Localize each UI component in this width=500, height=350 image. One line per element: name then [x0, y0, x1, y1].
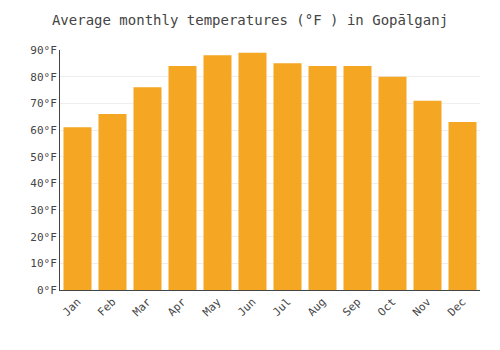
svg-text:0°F: 0°F [37, 284, 57, 297]
svg-text:60°F: 60°F [30, 124, 57, 137]
svg-text:Jun: Jun [235, 296, 258, 319]
svg-text:Feb: Feb [95, 296, 118, 319]
svg-text:80°F: 80°F [30, 71, 57, 84]
svg-text:10°F: 10°F [30, 257, 57, 270]
svg-text:Dec: Dec [445, 296, 468, 319]
svg-text:Oct: Oct [375, 296, 398, 319]
svg-text:30°F: 30°F [30, 204, 57, 217]
svg-text:40°F: 40°F [30, 177, 57, 190]
svg-text:Nov: Nov [410, 295, 434, 319]
svg-text:20°F: 20°F [30, 231, 57, 244]
svg-text:Average monthly temperatures (: Average monthly temperatures (°F ) in Go… [52, 12, 448, 28]
svg-text:Apr: Apr [165, 295, 189, 319]
svg-text:90°F: 90°F [30, 44, 57, 57]
svg-text:70°F: 70°F [30, 97, 57, 110]
svg-text:May: May [200, 295, 224, 319]
svg-text:Sep: Sep [340, 296, 363, 319]
svg-text:Jan: Jan [60, 296, 83, 319]
svg-text:50°F: 50°F [30, 151, 57, 164]
svg-text:Mar: Mar [130, 295, 154, 319]
svg-text:Jul: Jul [270, 296, 293, 319]
svg-text:Aug: Aug [305, 296, 328, 319]
